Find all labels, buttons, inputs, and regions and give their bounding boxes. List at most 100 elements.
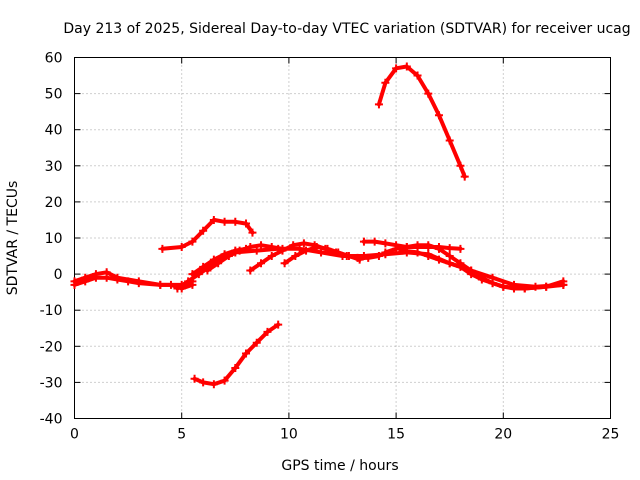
x-axis-title: GPS time / hours [281,458,398,474]
y-tick-label: 40 [45,123,63,139]
data-point [274,320,283,329]
chart-title: Day 213 of 2025, Sidereal Day-to-day VTE… [63,21,630,37]
data-point [242,349,251,358]
data-point [209,380,218,389]
series-arc-4 [192,322,281,387]
data-point [199,262,208,271]
data-point [456,244,465,253]
x-tick-label: 0 [70,427,79,443]
data-point [392,244,401,253]
data-point [295,244,304,253]
data-point [209,215,218,224]
data-point [445,136,454,145]
data-point [477,275,486,284]
y-tick-label: -20 [40,339,63,355]
data-point [289,241,298,250]
data-point [291,252,300,261]
data-point [252,338,261,347]
data-point [488,279,497,288]
data-point [278,246,287,255]
data-point [231,217,240,226]
data-point [364,253,373,262]
data-point [124,277,133,286]
data-point [267,243,276,252]
data-point [355,255,364,264]
data-point [231,363,240,372]
data-point [224,252,233,261]
data-point [323,244,332,253]
data-point [359,237,368,246]
data-point [334,248,343,257]
data-point [559,280,568,289]
data-point [280,259,289,268]
data-point [424,241,433,250]
y-tick-label: 10 [45,231,63,247]
y-tick-label: 0 [54,267,63,283]
data-point [374,252,383,261]
data-point [214,259,223,268]
data-point [177,243,186,252]
data-point [173,284,182,293]
data-point [246,243,255,252]
data-point [203,266,212,275]
data-point [220,376,229,385]
data-point [267,252,276,261]
x-tick-label: 10 [280,427,298,443]
data-point [424,252,433,261]
data-point [456,161,465,170]
data-point [184,277,193,286]
ticks: 0 5 10 15 20 25 -40 -30 -20 -10 0 10 20 30 40 50 60 [40,51,620,443]
x-tick-label: 25 [602,427,620,443]
y-tick-label: 50 [45,87,63,103]
data-point [156,280,165,289]
data-point [263,327,272,336]
data-point [235,246,244,255]
data-point [113,275,122,284]
data-point [199,226,208,235]
y-tick-label: -30 [40,375,63,391]
data-point [402,62,411,71]
data-point [374,100,383,109]
data-point [199,378,208,387]
data-point [312,243,321,252]
y-tick-label: 60 [45,51,63,67]
x-tick-label: 15 [387,427,405,443]
data-point [381,239,390,248]
data-point [102,273,111,282]
grid [74,57,611,419]
data-point [81,277,90,286]
data-point [542,282,551,291]
y-tick-label: 20 [45,195,63,211]
data-point [299,239,308,248]
data-point [248,228,257,237]
data-point [220,217,229,226]
data-point [445,259,454,268]
x-tick-label: 20 [494,427,512,443]
data-point [413,71,422,80]
x-tick-label: 5 [177,427,186,443]
data-point [188,237,197,246]
data-point [370,237,379,246]
data-series [70,62,568,389]
series-arc-2 [72,275,195,287]
data-point [317,248,326,257]
data-point [344,252,353,261]
data-point [398,246,407,255]
data-point [302,246,311,255]
series-arc-3 [160,217,255,251]
data-point [460,172,469,181]
y-tick-label: 30 [45,159,63,175]
data-point [413,248,422,257]
data-point [190,374,199,383]
data-point [445,244,454,253]
data-point [520,284,529,293]
data-point [499,282,508,291]
data-point [158,244,167,253]
data-point [445,252,454,261]
data-point [434,111,443,120]
data-point [70,280,79,289]
data-point [456,262,465,271]
data-point [252,246,261,255]
data-point [413,241,422,250]
